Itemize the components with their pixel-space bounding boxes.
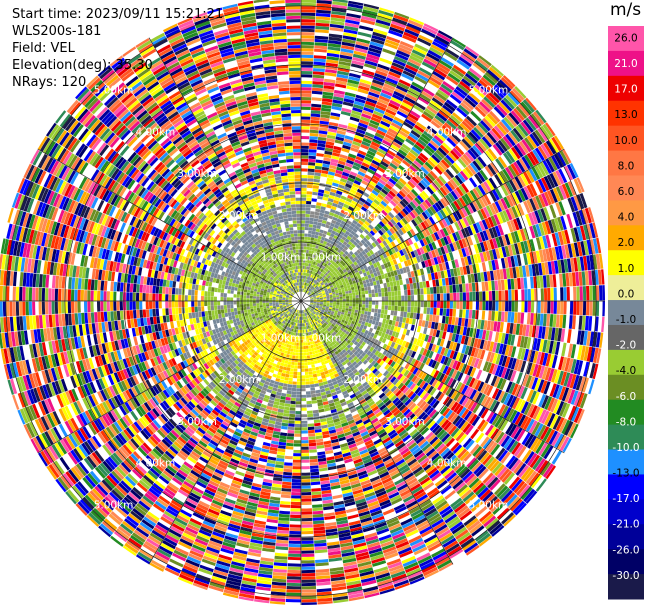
colorbar-swatch xyxy=(608,374,644,401)
colorbar-swatch xyxy=(608,449,644,475)
colorbar-swatch xyxy=(608,100,644,127)
colorbar-swatch xyxy=(608,549,644,575)
velocity-gates xyxy=(2,3,595,606)
colorbar-tick-label: -10.0 xyxy=(612,442,639,454)
azimuth-spoke xyxy=(300,300,565,454)
range-ring-label: 2.00km xyxy=(343,210,383,222)
range-ring-label: 4.00km xyxy=(136,458,176,470)
colorbar-swatch xyxy=(608,474,644,500)
colorbar-tick-label: 10.0 xyxy=(614,135,637,147)
azimuth-spoke xyxy=(37,300,302,454)
velocity-gates xyxy=(3,6,602,605)
colorbar: 26.0 21.0 17.0 13.0 10.0 8.0 6.0 4.0 2.0 1.0 0.0 -1… xyxy=(608,26,644,600)
colorbar-tick-label: -30.0 xyxy=(612,570,639,582)
colorbar-swatch xyxy=(608,50,644,77)
azimuth-spoke xyxy=(300,148,565,302)
colorbar-tick-label: -17.0 xyxy=(612,493,639,505)
azimuth-spoke xyxy=(300,37,454,302)
range-ring-label: 3.00km xyxy=(385,168,425,180)
colorbar-swatch xyxy=(608,125,644,152)
instrument-label: WLS200s-181 xyxy=(12,24,102,39)
range-ring-label: 3.00km xyxy=(177,416,217,428)
range-ring-label: 1.00km xyxy=(261,252,301,264)
colorbar-swatch xyxy=(608,424,644,451)
range-ring-label: 5.00km xyxy=(469,499,509,511)
colorbar-tick-label: 2.0 xyxy=(618,237,635,249)
azimuth-spoke xyxy=(37,148,302,302)
azimuth-spoke xyxy=(300,300,454,565)
range-ring-label: 4.00km xyxy=(427,458,467,470)
range-ring-label: 4.00km xyxy=(427,127,467,139)
range-ring-label: 2.00km xyxy=(219,374,259,386)
colorbar-swatch xyxy=(608,225,644,251)
range-ring-label: 1.00km xyxy=(261,332,301,344)
colorbar-tick-label: -26.0 xyxy=(612,544,639,556)
colorbar-tick-label: -6.0 xyxy=(616,391,637,403)
colorbar-swatch xyxy=(608,200,644,226)
velocity-gates xyxy=(0,0,587,596)
colorbar-tick-label: 0.0 xyxy=(618,288,635,300)
velocity-gates xyxy=(13,0,598,600)
field-label: Field: VEL xyxy=(12,41,75,56)
colorbar-tick-label: 26.0 xyxy=(614,33,637,45)
azimuth-spoke xyxy=(148,37,302,302)
colorbar-swatch xyxy=(608,499,644,525)
elevation-label: Elevation(deg): 35.30 xyxy=(12,58,153,73)
range-ring-label: 2.00km xyxy=(219,210,259,222)
range-ring-label: 3.00km xyxy=(177,168,217,180)
colorbar-tick-label: -21.0 xyxy=(612,519,639,531)
range-ring-label: 1.00km xyxy=(302,332,342,344)
colorbar-swatch xyxy=(608,275,644,301)
colorbar-swatch xyxy=(608,524,644,550)
colorbar-swatch xyxy=(608,574,644,600)
colorbar-tick-label: -1.0 xyxy=(616,314,637,326)
colorbar-swatch xyxy=(608,399,644,426)
velocity-gates xyxy=(182,178,424,431)
colorbar-tick-label: -2.0 xyxy=(616,340,637,352)
nrays-label: NRays: 120 xyxy=(12,75,87,90)
colorbar-swatch xyxy=(608,349,644,376)
colorbar-swatch xyxy=(608,150,644,176)
colorbar-swatch xyxy=(608,300,644,326)
colorbar-swatch xyxy=(608,75,644,102)
colorbar-tick-label: 13.0 xyxy=(614,109,637,121)
velocity-gates xyxy=(173,171,431,430)
range-ring-label: 5.00km xyxy=(94,499,134,511)
start-time-label: Start time: 2023/09/11 15:21:21 xyxy=(12,7,224,22)
range-ring-label: 2.00km xyxy=(343,374,383,386)
colorbar-tick-label: -13.0 xyxy=(612,468,639,480)
colorbar-tick-label: -8.0 xyxy=(616,416,637,428)
colorbar-tick-label: 21.0 xyxy=(614,58,637,70)
range-ring-label: 1.00km xyxy=(302,252,342,264)
azimuth-spokes xyxy=(0,0,605,605)
colorbar-tick-label: 8.0 xyxy=(618,160,635,172)
velocity-gates xyxy=(171,171,419,389)
colorbar-tick-label: 1.0 xyxy=(618,263,635,275)
range-ring-label: 5.00km xyxy=(469,85,509,97)
colorbar-swatch xyxy=(608,26,644,52)
range-ring-label: 4.00km xyxy=(136,127,176,139)
azimuth-spoke xyxy=(148,300,302,565)
colorbar-tick-label: 4.0 xyxy=(618,212,635,224)
colorbar-swatch xyxy=(608,324,644,351)
colorbar-title: m/s xyxy=(610,0,642,20)
colorbar-tick-label: 17.0 xyxy=(614,84,637,96)
colorbar-tick-label: 6.0 xyxy=(618,186,635,198)
range-ring-label: 5.00km xyxy=(94,85,134,97)
velocity-gates xyxy=(0,0,600,593)
velocity-gates xyxy=(0,19,602,602)
range-ring-label: 3.00km xyxy=(385,416,425,428)
velocity-rays xyxy=(0,0,606,606)
colorbar-swatch xyxy=(608,175,644,201)
colorbar-tick-label: -4.0 xyxy=(616,365,637,377)
colorbar-swatch xyxy=(608,250,644,276)
